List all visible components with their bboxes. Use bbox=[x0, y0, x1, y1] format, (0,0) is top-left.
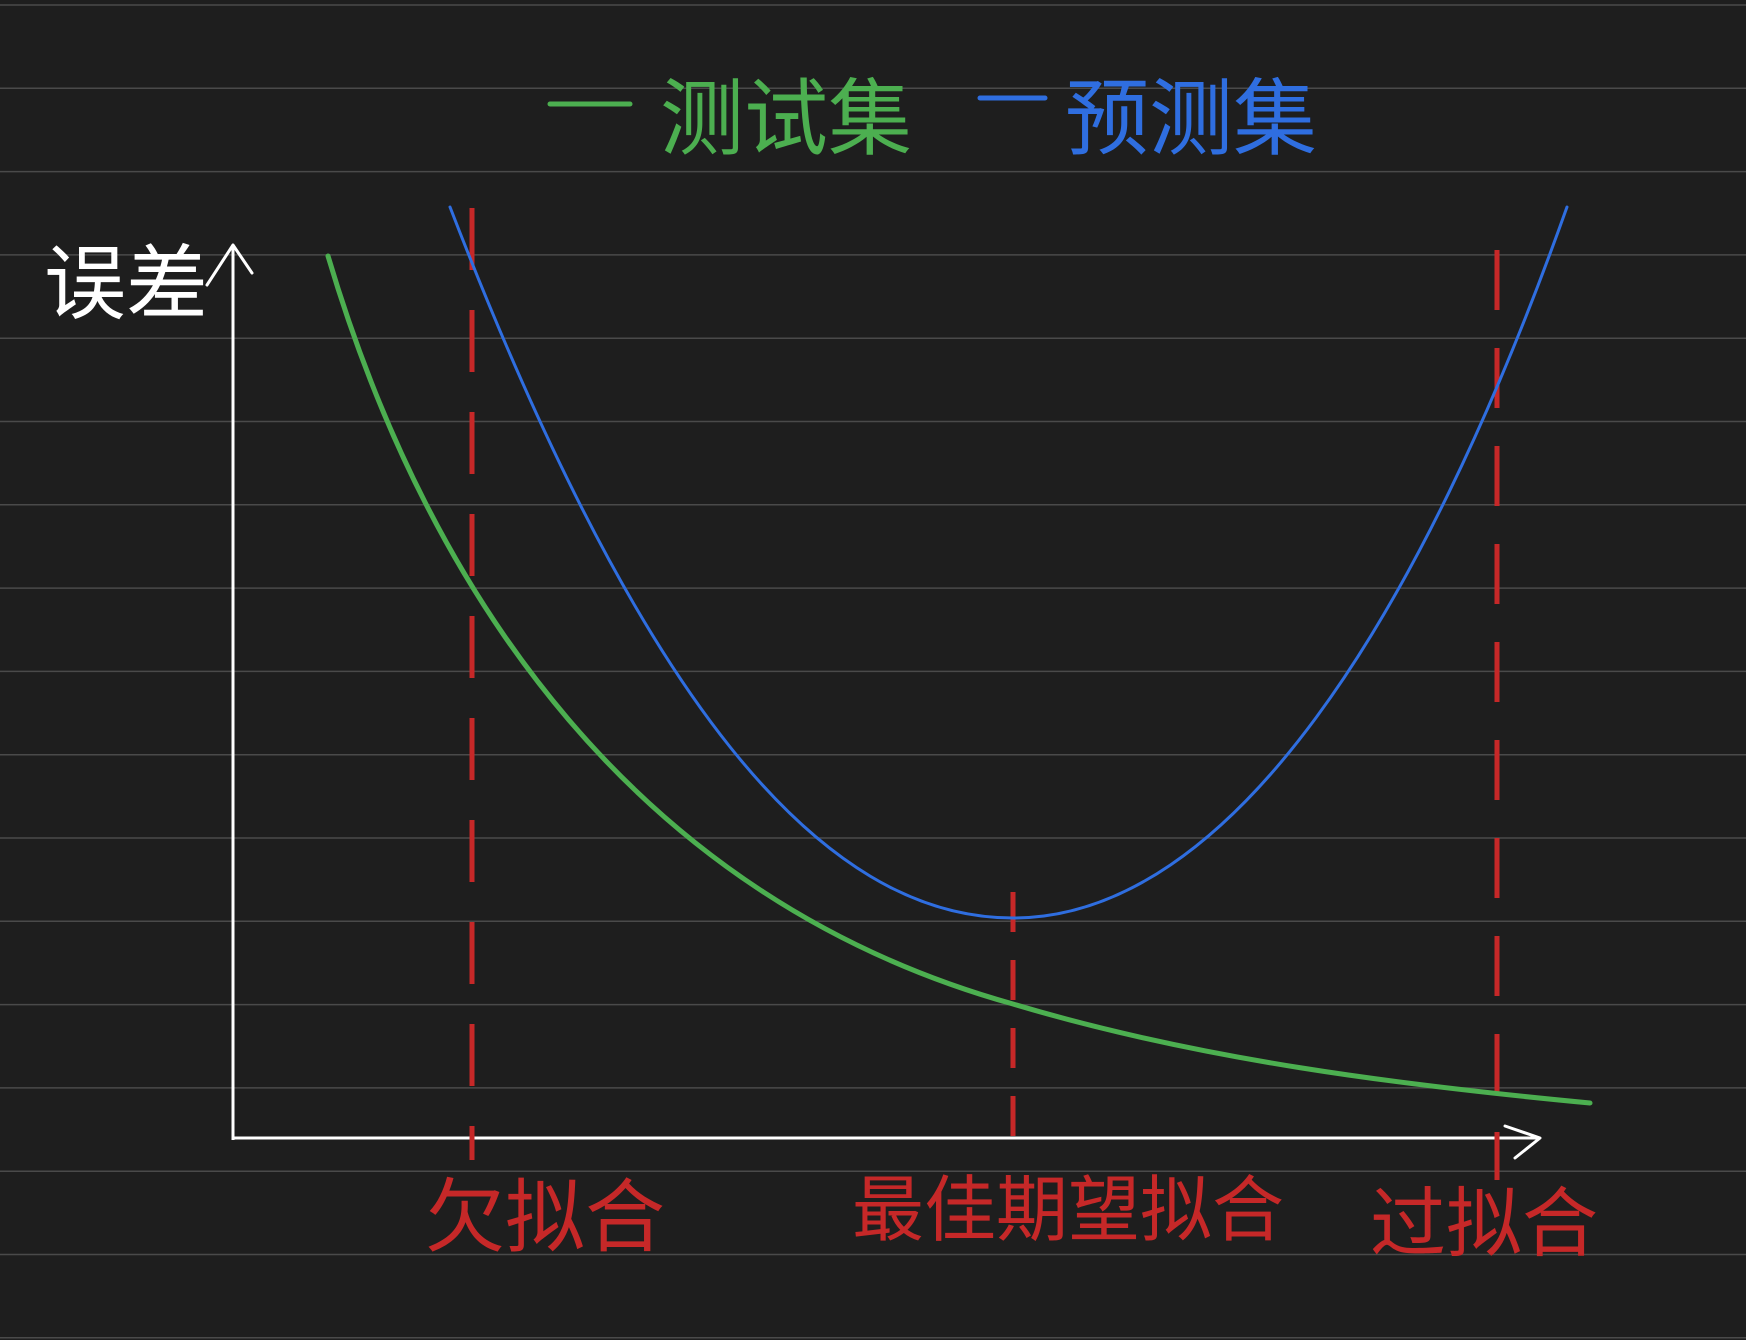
label-best-fit: 最佳期望拟合 bbox=[852, 1168, 1284, 1252]
label-underfit: 欠拟合 bbox=[425, 1171, 665, 1264]
prediction-set-curve bbox=[448, 205, 1569, 920]
legend: 测试集 预测集 bbox=[547, 70, 1317, 168]
axes: 误差 bbox=[44, 237, 1542, 1160]
region-labels: 欠拟合 最佳期望拟合 过拟合 bbox=[425, 1168, 1598, 1268]
y-axis-arrow-icon bbox=[205, 243, 254, 287]
legend-label-test: 测试集 bbox=[660, 70, 912, 168]
test-set-curve bbox=[325, 253, 1593, 1106]
legend-label-pred: 预测集 bbox=[1065, 70, 1317, 168]
region-markers bbox=[469, 208, 1500, 1180]
x-axis-arrow-icon bbox=[1503, 1124, 1542, 1160]
curves bbox=[325, 205, 1593, 1106]
label-overfit: 过拟合 bbox=[1370, 1179, 1598, 1268]
y-axis-label: 误差 bbox=[44, 237, 208, 332]
